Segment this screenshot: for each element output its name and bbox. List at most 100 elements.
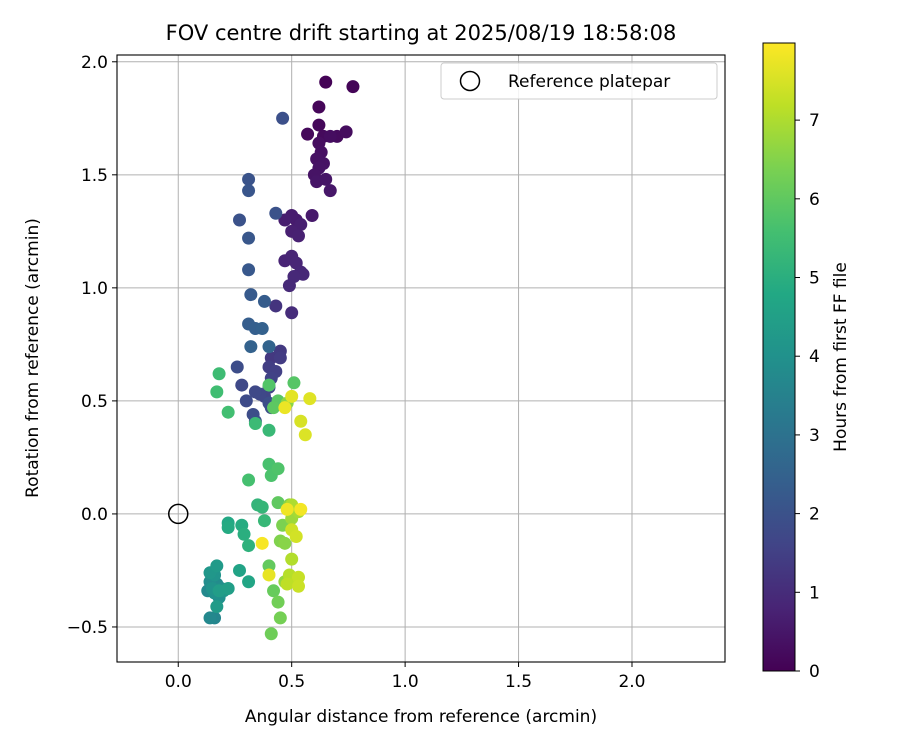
data-point — [244, 288, 258, 302]
reference-marker — [168, 503, 189, 525]
colorbar-tick-label: 4 — [809, 347, 820, 367]
data-point — [282, 279, 296, 293]
y-tick-label: 2.0 — [81, 53, 108, 73]
colorbar-tick-label: 2 — [809, 505, 820, 525]
y-tick-label: 0.0 — [81, 505, 108, 525]
data-point — [257, 294, 271, 308]
data-point — [339, 125, 353, 139]
data-point — [242, 473, 256, 487]
data-point — [298, 428, 312, 442]
data-point — [262, 378, 276, 392]
x-tick-label: 2.0 — [618, 672, 645, 692]
data-point — [210, 559, 224, 573]
data-point — [319, 75, 333, 89]
data-point — [303, 392, 317, 406]
data-point — [221, 520, 235, 534]
x-axis-label: Angular distance from reference (arcmin) — [245, 707, 597, 727]
data-point — [269, 206, 283, 220]
data-point — [273, 351, 287, 365]
data-point — [323, 129, 337, 143]
data-point — [242, 539, 256, 553]
data-point — [346, 80, 360, 94]
y-tick-label: 1.5 — [81, 166, 108, 186]
data-point — [239, 394, 253, 408]
data-point — [242, 172, 256, 186]
data-point — [291, 579, 305, 593]
colorbar-tick-label: 7 — [809, 111, 820, 131]
y-axis-label: Rotation from reference (arcmin) — [23, 218, 43, 498]
x-tick-label: 1.0 — [392, 672, 419, 692]
data-point — [312, 118, 326, 132]
y-tick-label: 1.0 — [81, 279, 108, 299]
data-point — [312, 100, 326, 114]
colorbar-label: Hours from first FF file — [831, 262, 851, 452]
data-point — [285, 389, 299, 403]
x-tick-label: 0.5 — [278, 672, 305, 692]
data-point — [242, 184, 256, 198]
data-point — [255, 500, 269, 514]
data-point — [267, 401, 281, 415]
colorbar-gradient — [762, 42, 796, 672]
legend-marker — [459, 70, 481, 92]
data-point — [210, 600, 224, 614]
colorbar-tick-label: 6 — [809, 190, 820, 210]
data-point — [278, 536, 292, 550]
colorbar-ticks: 0 1 2 3 4 5 6 7 — [795, 111, 820, 682]
data-point — [305, 209, 319, 223]
data-point — [257, 514, 271, 528]
data-point — [269, 299, 283, 313]
data-point — [291, 229, 305, 243]
data-point — [235, 378, 249, 392]
data-point — [262, 559, 276, 573]
data-point — [285, 306, 299, 320]
data-point — [291, 570, 305, 584]
data-point — [323, 184, 337, 198]
data-point — [280, 502, 294, 516]
colorbar-tick-label: 0 — [809, 662, 820, 682]
legend-box — [440, 62, 718, 100]
data-point — [262, 423, 276, 437]
data-point — [248, 385, 262, 399]
data-point — [271, 595, 285, 609]
data-point — [221, 405, 235, 419]
data-point — [271, 496, 285, 510]
data-point — [221, 582, 235, 596]
data-points — [201, 75, 360, 641]
colorbar-tick-label: 1 — [809, 583, 820, 603]
data-point — [242, 575, 256, 589]
colorbar: 0 1 2 3 4 5 6 7 Hours from first FF file — [762, 42, 851, 682]
data-point — [273, 611, 287, 625]
colorbar-tick-label: 5 — [809, 269, 820, 289]
data-point — [242, 231, 256, 245]
data-point — [233, 213, 247, 227]
data-point — [264, 627, 278, 641]
x-tick-label: 1.5 — [505, 672, 532, 692]
data-point — [262, 340, 276, 354]
plot-frame — [116, 54, 726, 663]
data-point — [285, 552, 299, 566]
data-point — [294, 414, 308, 428]
data-point — [262, 568, 276, 582]
data-point — [271, 462, 285, 476]
x-axis-ticks: 0.0 0.5 1.0 1.5 2.0 — [165, 662, 646, 692]
grid-lines — [117, 55, 725, 662]
x-tick-label: 0.0 — [165, 672, 192, 692]
legend: Reference platepar — [440, 62, 718, 100]
data-point — [267, 584, 281, 598]
data-point — [248, 416, 262, 430]
data-point — [280, 577, 294, 591]
data-point — [210, 385, 224, 399]
data-point — [255, 322, 269, 336]
data-point — [237, 527, 251, 541]
y-tick-label: −0.5 — [67, 618, 108, 638]
data-point — [244, 340, 258, 354]
data-point — [203, 611, 217, 625]
data-point — [278, 213, 292, 227]
data-point — [242, 263, 256, 277]
data-point — [276, 111, 290, 125]
y-tick-label: 0.5 — [81, 392, 108, 412]
data-point — [294, 502, 308, 516]
y-axis-ticks: −0.5 0.0 0.5 1.0 1.5 2.0 — [67, 53, 117, 638]
data-point — [289, 530, 303, 544]
